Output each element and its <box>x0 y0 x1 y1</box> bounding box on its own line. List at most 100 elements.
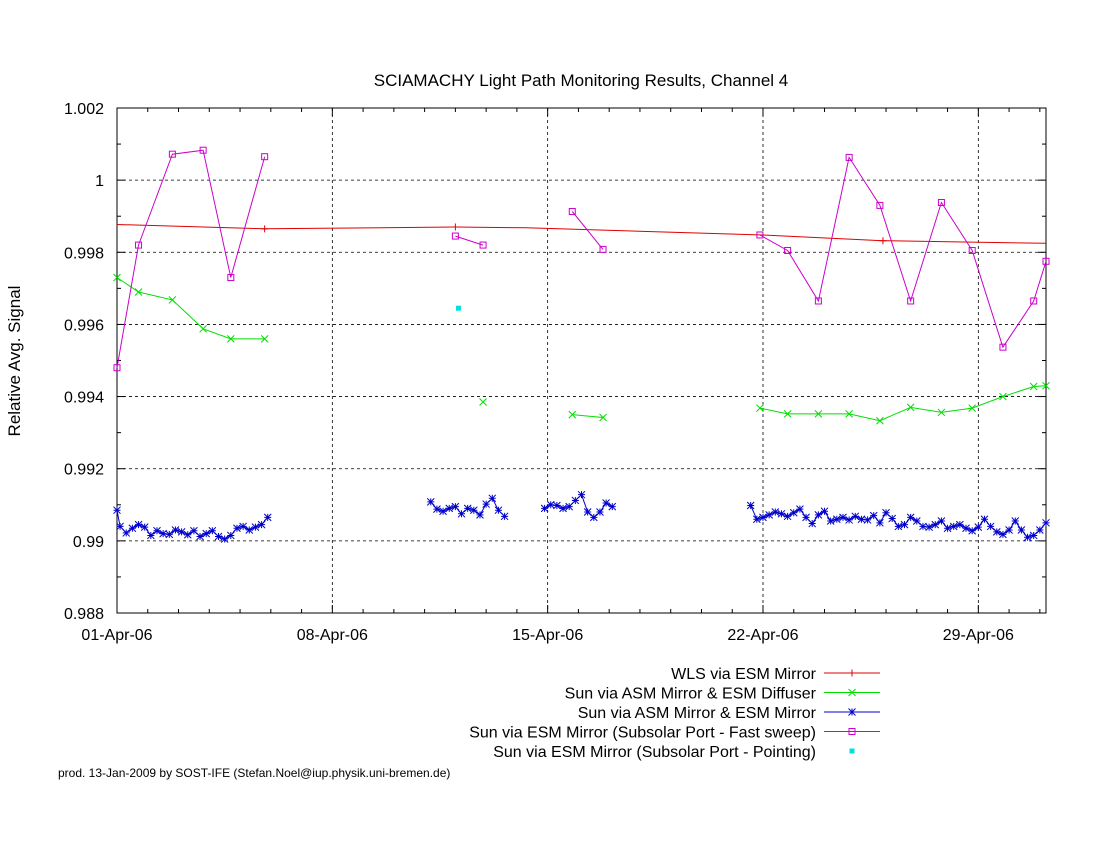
series-line <box>455 235 484 246</box>
star-marker <box>540 504 549 513</box>
star-marker <box>433 505 441 513</box>
star-marker <box>177 527 186 536</box>
star-marker <box>900 520 909 529</box>
square-marker <box>907 297 915 305</box>
square-marker <box>999 343 1007 351</box>
star-marker <box>980 515 989 524</box>
y-tick-label: 0.996 <box>64 317 104 334</box>
square-marker <box>568 208 576 216</box>
star-marker <box>1023 533 1032 542</box>
star-marker <box>992 527 1001 536</box>
square-marker <box>845 153 853 161</box>
x-tick-label: 01-Apr-06 <box>81 627 152 644</box>
square-marker <box>756 231 764 239</box>
star-marker <box>931 520 940 529</box>
star-marker <box>494 506 503 515</box>
legend-entry-label: WLS via ESM Mirror <box>671 666 817 683</box>
star-marker <box>239 522 247 531</box>
star-marker <box>1029 531 1038 540</box>
star-marker <box>832 515 841 524</box>
grid <box>117 108 1046 613</box>
y-tick-label: 0.988 <box>64 606 104 623</box>
star-marker <box>752 515 761 524</box>
star-marker <box>802 513 810 522</box>
star-marker <box>445 504 454 513</box>
legend-entry-label: Sun via ASM Mirror & ESM Mirror <box>578 705 817 722</box>
star-marker <box>553 501 561 510</box>
star-marker <box>789 508 798 517</box>
star-marker <box>583 508 592 516</box>
y-tick-label: 0.99 <box>73 534 104 551</box>
dot-marker <box>455 305 461 311</box>
star-marker <box>208 526 217 535</box>
star-marker <box>937 517 946 525</box>
star-marker <box>226 531 235 540</box>
series-sun-via-esm-mirror-subsolar-port-pointing <box>455 305 461 311</box>
star-marker <box>956 520 964 529</box>
cross-marker <box>876 416 884 425</box>
star-marker <box>894 522 903 531</box>
plus-marker <box>879 237 887 245</box>
series-line <box>571 211 604 250</box>
star-marker <box>196 532 204 541</box>
star-marker <box>796 505 804 513</box>
star-marker <box>1035 526 1044 534</box>
star-marker <box>426 498 435 506</box>
star-marker <box>263 513 272 522</box>
legend-entry-label: Sun via ESM Mirror (Subsolar Port - Poin… <box>493 744 816 761</box>
star-marker <box>826 517 835 525</box>
star-marker <box>153 526 161 535</box>
star-marker <box>134 520 143 529</box>
series-line <box>116 149 266 368</box>
star-marker <box>962 524 970 533</box>
star-marker <box>820 507 829 516</box>
star-marker <box>482 500 490 508</box>
star-marker <box>220 535 229 543</box>
square-marker <box>937 199 945 207</box>
star-marker <box>1017 526 1026 534</box>
star-marker <box>565 502 574 511</box>
star-marker <box>863 516 872 524</box>
series-line <box>759 156 1047 349</box>
y-tick-label: 1.002 <box>64 101 104 118</box>
square-marker <box>814 297 822 305</box>
star-marker <box>577 490 586 499</box>
star-marker <box>183 530 192 539</box>
star-marker <box>463 504 472 513</box>
star-marker <box>113 506 121 515</box>
star-marker <box>912 517 921 525</box>
star-marker <box>943 524 952 533</box>
star-marker <box>919 522 927 531</box>
star-marker <box>845 516 853 524</box>
star-marker <box>857 515 866 524</box>
square-marker <box>451 232 459 240</box>
series <box>113 146 1050 543</box>
square-marker <box>261 153 269 161</box>
cross-marker <box>1029 382 1038 391</box>
star-marker <box>814 511 823 519</box>
star-marker <box>116 522 124 531</box>
star-marker <box>190 526 198 535</box>
star-marker <box>746 501 755 510</box>
plus-marker <box>848 669 856 677</box>
star-marker <box>596 508 604 516</box>
cross-marker <box>937 408 946 417</box>
star-marker <box>171 526 180 534</box>
y-axis-label: Relative Avg. Signal <box>5 286 24 437</box>
star-marker <box>476 511 484 519</box>
star-marker <box>986 522 995 531</box>
x-tick-label: 29-Apr-06 <box>943 627 1014 644</box>
star-marker <box>457 509 466 518</box>
star-marker <box>949 522 958 531</box>
cross-marker <box>845 410 853 418</box>
star-marker <box>559 504 567 513</box>
y-tick-label: 1 <box>95 173 104 190</box>
x-tick-label: 15-Apr-06 <box>512 627 583 644</box>
star-marker <box>869 511 878 520</box>
star-marker <box>771 508 780 516</box>
series-line <box>116 277 265 340</box>
square-marker <box>479 241 487 249</box>
star-marker <box>888 514 897 523</box>
series-sun-via-esm-mirror-subsolar-port-fast-sweep <box>113 146 1050 372</box>
square-marker <box>599 245 607 253</box>
